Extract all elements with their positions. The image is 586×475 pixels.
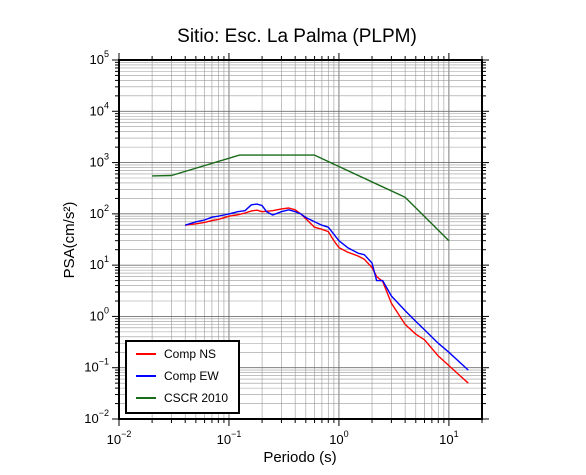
legend-label: Comp NS [164,347,216,361]
tick-labels: 10−2 10−1 100 101 10−2 10−1 100 101 102 103 104 105 [84,49,458,447]
series-layer [152,154,469,384]
x-tick-label: 101 [439,429,458,447]
y-tick-label: 102 [90,203,109,221]
y-tick-label: 10−2 [84,408,109,426]
y-tick-label: 10−1 [84,357,109,375]
x-tick-label: 100 [329,429,348,447]
y-tick-label: 101 [90,254,109,272]
chart-title: Sitio: Esc. La Palma (PLPM) [177,26,417,47]
series-line-1 [185,207,469,384]
legend: Comp NS Comp EW CSCR 2010 [125,340,240,414]
series-line-3 [152,154,450,242]
y-tick-label: 100 [90,305,109,323]
x-tick-label: 10−1 [217,429,242,447]
legend-label: Comp EW [164,369,219,383]
y-tick-label: 103 [90,152,109,170]
series-line-2 [184,203,469,371]
ticks [112,53,489,426]
plot-frame [118,59,483,420]
x-tick-label: 10−2 [107,429,132,447]
y-axis-label: PSA(cm/s²) [61,202,78,279]
legend-label: CSCR 2010 [164,391,228,405]
x-axis-label: Periodo (s) [263,449,336,466]
y-tick-label: 105 [90,49,109,67]
y-tick-label: 104 [90,100,109,118]
grid [118,59,483,420]
